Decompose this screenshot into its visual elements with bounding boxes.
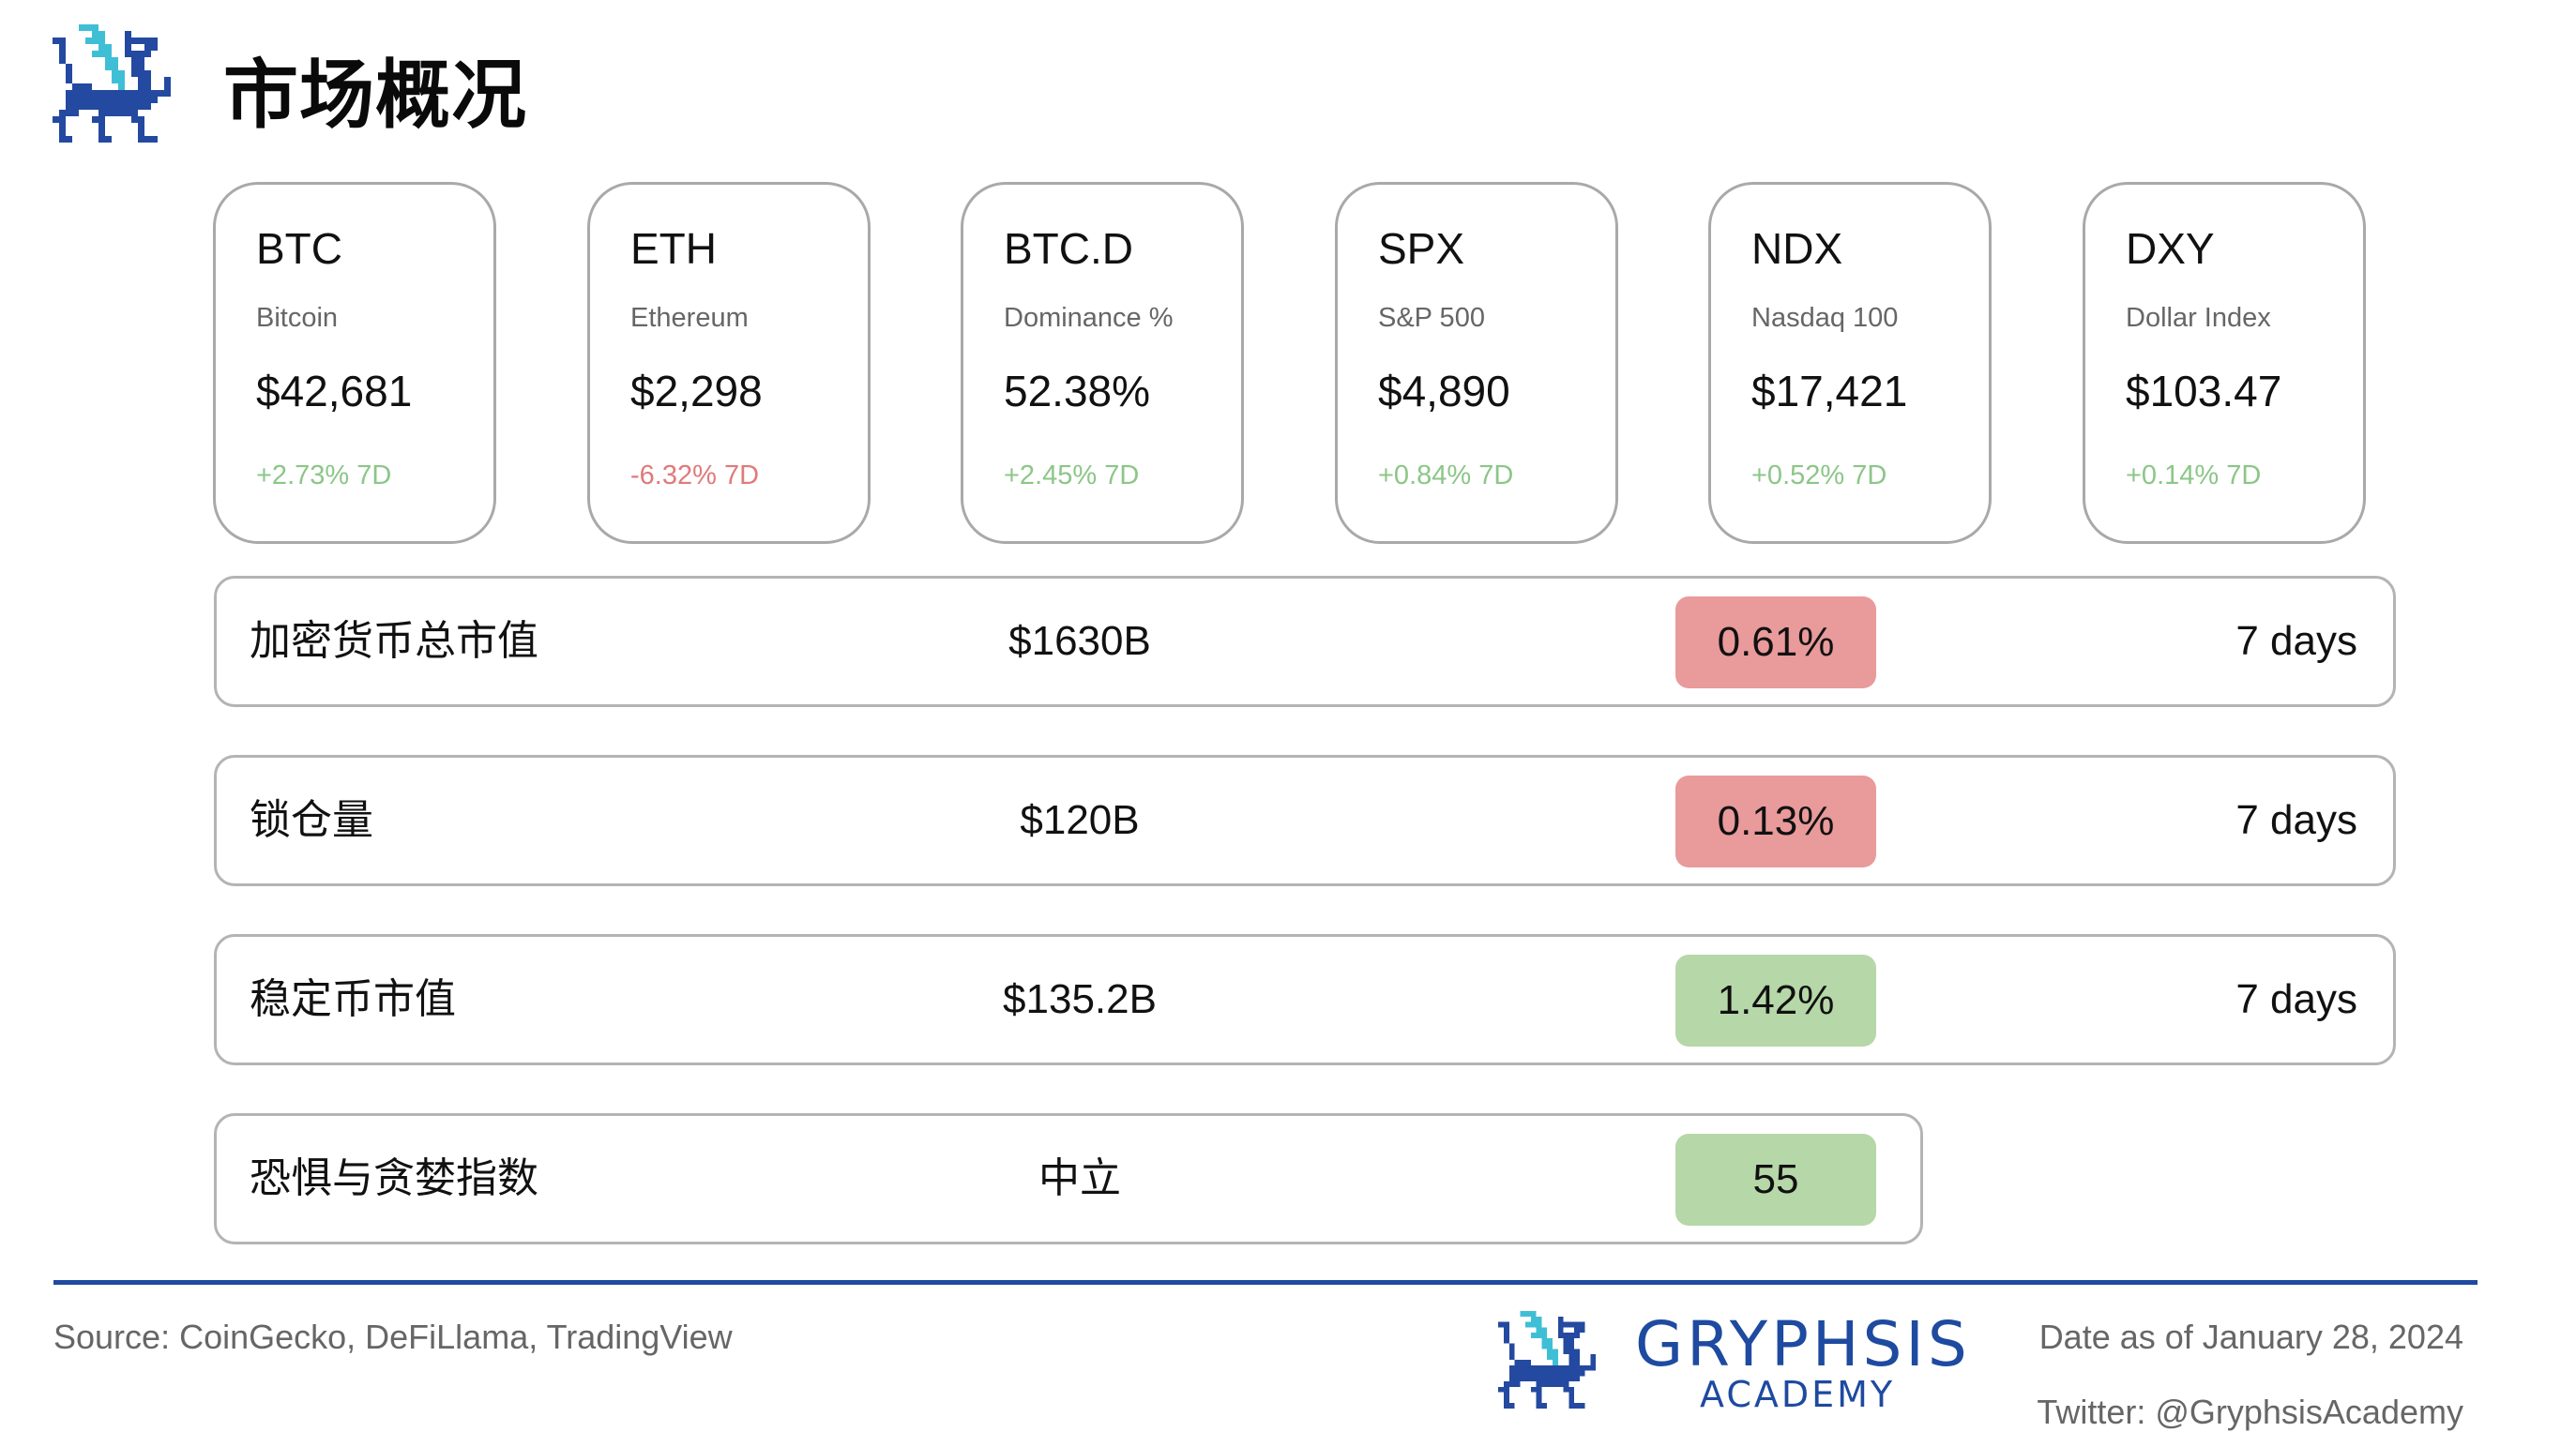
metric-change-badge: 0.61% — [1675, 596, 1876, 688]
metric-value: $1630B — [1008, 618, 1151, 664]
asset-card-btc: BTC Bitcoin $42,681 +2.73% 7D — [213, 182, 496, 544]
footer-divider — [53, 1280, 2478, 1285]
asset-change: -6.32% 7D — [630, 460, 760, 490]
metric-period: 7 days — [2235, 976, 2357, 1022]
date-note: Date as of January 28, 2024 — [2038, 1318, 2463, 1356]
metric-change-badge: 0.13% — [1675, 776, 1876, 867]
metric-value: $135.2B — [1003, 976, 1157, 1022]
metric-row-tvl: 锁仓量 $120B 0.13% 7 days — [214, 755, 2396, 886]
metric-label: 恐惧与贪婪指数 — [250, 1154, 538, 1202]
asset-card-spx: SPX S&P 500 $4,890 +0.84% 7D — [1335, 182, 1618, 544]
metric-row-stablecoin-cap: 稳定币市值 $135.2B 1.42% 7 days — [214, 934, 2396, 1065]
asset-price: $103.47 — [2126, 367, 2282, 415]
twitter-handle-link[interactable]: Twitter: @GryphsisAcademy — [2037, 1393, 2463, 1431]
metric-period: 7 days — [2235, 797, 2357, 843]
asset-symbol: BTC.D — [1004, 224, 1133, 273]
fear-greed-score-badge: 55 — [1675, 1134, 1876, 1226]
metric-change-badge: 1.42% — [1675, 955, 1876, 1047]
asset-name: S&P 500 — [1378, 303, 1485, 333]
asset-name: Dollar Index — [2126, 303, 2271, 333]
page-title: 市场概况 — [223, 52, 527, 139]
asset-card-dxy: DXY Dollar Index $103.47 +0.14% 7D — [2083, 182, 2366, 544]
asset-name: Ethereum — [630, 303, 749, 333]
brand-name: GRYPHSIS — [1635, 1308, 1971, 1380]
asset-change: +2.45% 7D — [1004, 460, 1140, 490]
asset-change: +0.52% 7D — [1751, 460, 1887, 490]
asset-card-ndx: NDX Nasdaq 100 $17,421 +0.52% 7D — [1708, 182, 1992, 544]
asset-change: +0.14% 7D — [2126, 460, 2262, 490]
asset-price: 52.38% — [1004, 367, 1151, 415]
asset-card-eth: ETH Ethereum $2,298 -6.32% 7D — [587, 182, 871, 544]
asset-symbol: SPX — [1378, 224, 1465, 273]
asset-price: $42,681 — [256, 367, 413, 415]
metric-label: 加密货币总市值 — [250, 617, 538, 665]
asset-name: Dominance % — [1004, 303, 1174, 333]
asset-name: Nasdaq 100 — [1751, 303, 1899, 333]
asset-symbol: ETH — [630, 224, 717, 273]
metric-label: 稳定币市值 — [250, 975, 456, 1023]
asset-change: +2.73% 7D — [256, 460, 392, 490]
gryphsis-logo-icon — [1498, 1311, 1607, 1409]
metric-row-fear-greed-index: 恐惧与贪婪指数 中立 55 — [214, 1113, 1923, 1244]
metric-row-total-market-cap: 加密货币总市值 $1630B 0.61% 7 days — [214, 576, 2396, 707]
asset-symbol: NDX — [1751, 224, 1843, 273]
asset-name: Bitcoin — [256, 303, 339, 333]
gryphon-logo-icon — [52, 24, 185, 143]
asset-price: $4,890 — [1378, 367, 1510, 415]
asset-price: $2,298 — [630, 367, 763, 415]
asset-price: $17,421 — [1751, 367, 1908, 415]
metric-period: 7 days — [2235, 618, 2357, 664]
asset-card-btc-dominance: BTC.D Dominance % 52.38% +2.45% 7D — [961, 182, 1244, 544]
brand-subtitle: ACADEMY — [1700, 1374, 1896, 1415]
asset-symbol: BTC — [256, 224, 342, 273]
metric-label: 锁仓量 — [250, 796, 373, 844]
asset-symbol: DXY — [2126, 224, 2215, 273]
asset-change: +0.84% 7D — [1378, 460, 1514, 490]
metric-value: $120B — [1020, 797, 1140, 843]
source-note: Source: CoinGecko, DeFiLlama, TradingVie… — [53, 1318, 733, 1356]
metric-value: 中立 — [1038, 1155, 1121, 1201]
